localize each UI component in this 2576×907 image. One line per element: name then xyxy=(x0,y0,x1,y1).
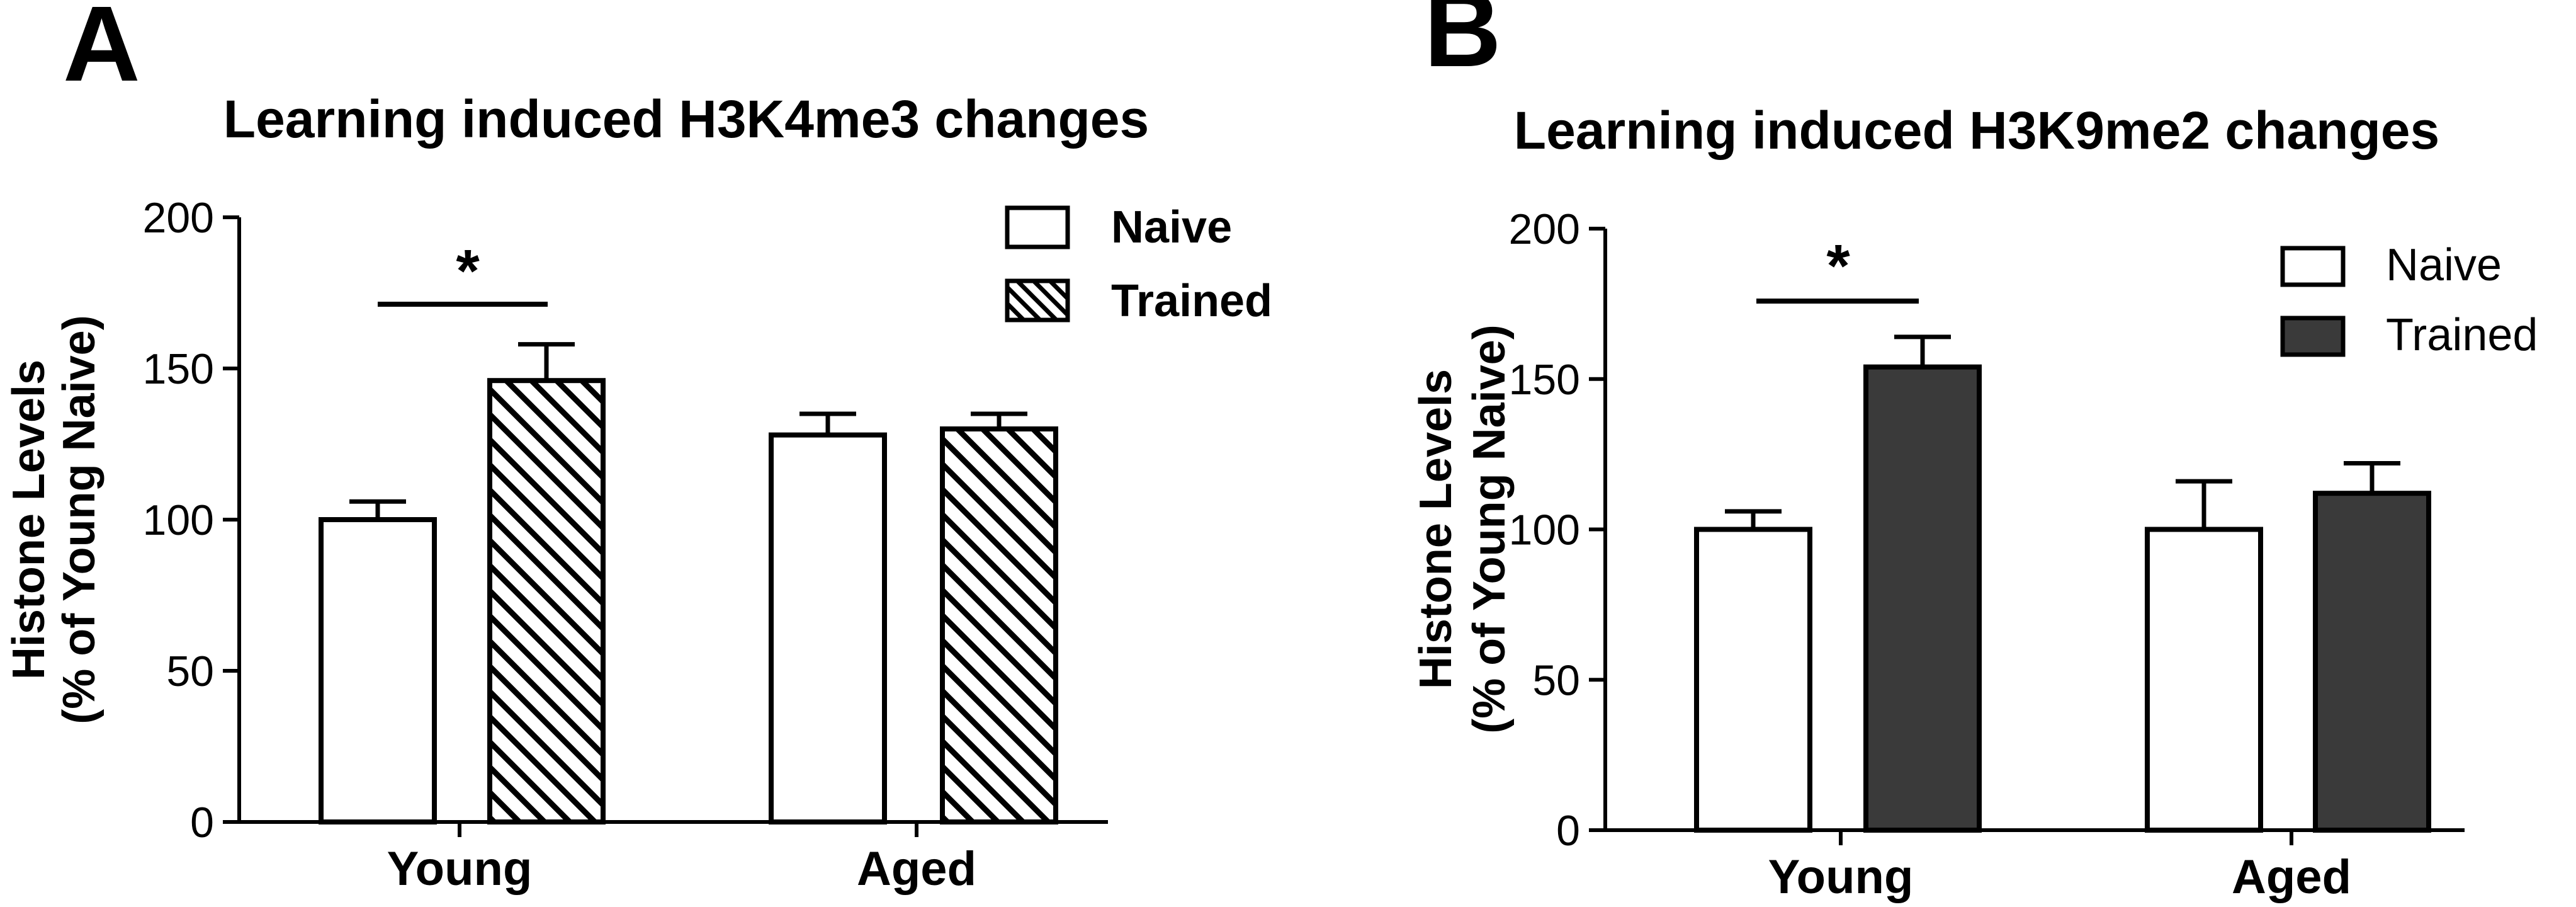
legend-swatch-naive xyxy=(1005,205,1070,249)
legend-swatch-trained xyxy=(1005,278,1070,322)
x-tick-label-young: Young xyxy=(387,842,533,896)
y-tick-label-150: 150 xyxy=(143,345,214,393)
significance-star: * xyxy=(1826,232,1850,300)
panel-a-chart: A Learning induced H3K4me3 changes 0 50 100 1… xyxy=(4,0,1272,896)
y-tick-label-200: 200 xyxy=(1509,205,1580,253)
y-tick-label-100: 100 xyxy=(1509,506,1580,554)
legend-label-trained: Trained xyxy=(1111,276,1272,326)
y-axis-label-units: (% of Young Naive) xyxy=(54,315,105,724)
legend-swatch-trained xyxy=(2280,316,2346,357)
y-tick-label-50: 50 xyxy=(1532,656,1580,704)
legend-label-naive: Naive xyxy=(1111,202,1232,253)
bar-aged-trained xyxy=(940,426,1058,824)
legend-label-naive: Naive xyxy=(2386,240,2502,290)
bar-young-trained xyxy=(1863,364,1982,833)
panel-letter: A xyxy=(63,0,140,104)
bar-aged-naive xyxy=(2145,527,2263,833)
y-tick-label-200: 200 xyxy=(143,194,214,242)
y-axis-label: Histone Levels xyxy=(4,360,54,680)
significance-star: * xyxy=(456,237,480,305)
y-tick-label-150: 150 xyxy=(1509,356,1580,404)
chart-title: Learning induced H3K9me2 changes xyxy=(1514,101,2439,160)
y-tick-label-0: 0 xyxy=(190,799,214,847)
bar-young-naive xyxy=(319,517,437,824)
chart-title: Learning induced H3K4me3 changes xyxy=(223,89,1149,149)
y-tick-label-0: 0 xyxy=(1556,807,1580,855)
bar-young-naive xyxy=(1694,527,1812,833)
legend-swatch-naive xyxy=(2280,246,2346,287)
bar-aged-trained xyxy=(2313,491,2431,833)
y-tick-label-50: 50 xyxy=(166,647,214,695)
x-tick-label-young: Young xyxy=(1768,850,1914,904)
bar-young-trained xyxy=(487,378,606,824)
x-tick-label-aged: Aged xyxy=(857,842,976,896)
panel-letter: B xyxy=(1424,0,1501,89)
y-tick-label-100: 100 xyxy=(143,496,214,544)
y-axis-label: Histone Levels xyxy=(1411,369,1461,689)
legend-label-trained: Trained xyxy=(2386,310,2538,360)
y-axis-label-units: (% of Young Naive) xyxy=(1464,324,1515,733)
x-tick-label-aged: Aged xyxy=(2232,850,2351,904)
bar-aged-naive xyxy=(769,432,887,824)
